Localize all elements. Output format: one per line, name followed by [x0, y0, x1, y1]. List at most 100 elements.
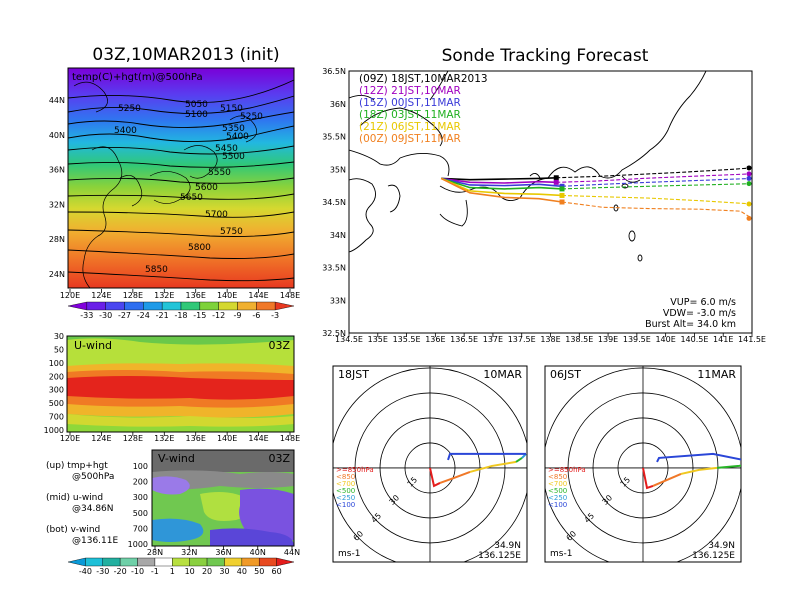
track-descent-series — [561, 183, 752, 190]
map500-x-tick-label: 120E — [60, 291, 80, 300]
track-legend-entry: (09Z) 18JST,10MAR2013 — [359, 73, 488, 85]
wind-colorbar-swatch — [154, 557, 173, 567]
contour-label: 5400 — [226, 132, 249, 142]
wind-colorbar-swatch — [259, 557, 277, 567]
temp-colorbar-swatch — [180, 301, 201, 311]
note-mid-2: @34.86N — [72, 504, 114, 514]
uwind-y-tick-label: 1000 — [44, 426, 64, 435]
panel-notes: (up) tmp+hgt @500hPa (mid) u-wind @34.86… — [46, 461, 118, 546]
landing-point — [746, 181, 752, 187]
burst-point — [553, 175, 559, 181]
track-x-tick-label: 140E — [655, 335, 675, 344]
uwind-x-tick-label: 132E — [154, 434, 174, 443]
uwind-x-tick-label: 120E — [60, 434, 80, 443]
temp-colorbar-label: -27 — [118, 311, 131, 320]
burst-point — [559, 199, 565, 205]
hodograph-trace — [429, 467, 441, 488]
track-descent-series — [561, 194, 752, 205]
map500-frame — [67, 67, 295, 289]
map500-x-tick-label: 124E — [91, 291, 111, 300]
track-ascent-series — [440, 177, 563, 190]
hodograph-right: 06JST 11MAR15304560>=850hPa<850<700<500<2… — [544, 365, 742, 563]
sonde-tracks — [440, 165, 752, 221]
wind-colorbar-label: 50 — [254, 567, 264, 576]
vwind-x-tick-label: 40N — [250, 548, 266, 557]
contour-label: 5800 — [188, 243, 211, 253]
hodograph-trace — [656, 452, 741, 463]
temp-colorbar-label: -24 — [137, 311, 150, 320]
track-map-panel: 134.5E 135E 135.5E 136E 136.5E 137E 137.5E 138E… — [322, 67, 766, 344]
hodograph-trace — [469, 460, 517, 473]
temp-colorbar-label: -12 — [212, 311, 225, 320]
uwind-y-tick-label: 300 — [49, 386, 64, 395]
wind-colorbar-label: 30 — [219, 567, 229, 576]
track-ascent-series — [440, 177, 563, 197]
japan-coastline — [349, 71, 707, 262]
map500-x-tick-label: 140E — [217, 291, 237, 300]
contour-label: 5350 — [222, 124, 245, 134]
v-wind-panel: V-wind 03Z 100 200 300 500 700 1000 28N 32N 36N… — [128, 449, 300, 557]
wind-colorbar-swatch — [119, 557, 138, 567]
vwind-x-tick-label: 32N — [181, 548, 197, 557]
hodograph-trace — [447, 452, 526, 461]
temp-colorbar-swatch — [199, 301, 219, 311]
hodograph-trace — [716, 464, 741, 469]
contour-label: 5650 — [180, 193, 203, 203]
burst-point — [559, 183, 565, 189]
track-descent-series — [561, 201, 752, 219]
track-y-tick-label: 35N — [330, 165, 346, 174]
wind-colorbar-swatch — [172, 557, 190, 567]
track-descent-series — [556, 167, 752, 179]
track-y-tick-label: 33N — [330, 296, 346, 305]
wind-colorbar-swatch — [224, 557, 243, 567]
hodograph-level-label: <250 — [548, 494, 567, 502]
contour-label: 5600 — [195, 183, 218, 193]
contour-label: 5100 — [185, 110, 208, 120]
wind-colorbar-swatch — [137, 557, 156, 567]
burst-alt-note: Burst Alt= 34.0 km — [645, 319, 736, 330]
contour-label: 5050 — [185, 100, 208, 110]
map500-x-tick-label: 128E — [123, 291, 143, 300]
hodograph-unit: ms-1 — [338, 549, 360, 559]
uwind-y-tick-label: 30 — [54, 332, 64, 341]
uwind-x-tick-label: 128E — [123, 434, 143, 443]
track-y-tick-label: 36.5N — [322, 67, 346, 76]
vwind-y-tick-label: 200 — [133, 478, 148, 487]
wind-colorbar-label: 20 — [202, 567, 212, 576]
uwind-x-tick-label: 140E — [217, 434, 237, 443]
hodograph-level-label: >=850hPa — [336, 466, 374, 474]
uwind-y-tick-label: 200 — [49, 372, 64, 381]
u-wind-time: 03Z — [268, 339, 290, 352]
track-legend-entry: (12Z) 21JST,10MAR — [359, 85, 461, 97]
hodograph-level-label: <500 — [336, 487, 355, 495]
contour-label: 5750 — [220, 227, 243, 237]
launch-parameters: VUP= 6.0 m/s VDW= -3.0 m/s Burst Alt= 34… — [645, 297, 736, 330]
track-x-tick-label: 137.5E — [508, 335, 536, 344]
track-x-tick-label: 139E — [598, 335, 618, 344]
vwind-x-tick-label: 36N — [215, 548, 231, 557]
uwind-x-tick-label: 136E — [186, 434, 206, 443]
map500-y-tick-label: 24N — [49, 270, 65, 279]
hodograph-corner-right: 10MAR — [483, 368, 522, 381]
track-x-tick-label: 134.5E — [335, 335, 363, 344]
height-contours — [68, 79, 294, 282]
contour-label: 5550 — [208, 168, 231, 178]
temp-colorbar-swatch — [218, 301, 238, 311]
map500-y-tick-label: 44N — [49, 96, 65, 105]
wind-colorbar-label: -40 — [79, 567, 92, 576]
u-wind-title: U-wind — [74, 339, 112, 352]
right-title: Sonde Tracking Forecast — [442, 46, 649, 66]
left-title: 03Z,10MAR2013 (init) — [92, 45, 279, 65]
hodograph-location: 136.125E — [692, 551, 735, 561]
temp-colorbar-swatch — [256, 301, 276, 311]
wind-colorbar-swatch — [241, 557, 260, 567]
wind-colorbar-swatch — [102, 557, 121, 567]
track-x-tick-label: 135E — [368, 335, 388, 344]
vwind-x-tick-label: 28N — [147, 548, 163, 557]
v-wind-title: V-wind — [158, 452, 195, 465]
track-x-tick-label: 141.5E — [738, 335, 766, 344]
landing-point — [746, 215, 752, 221]
hodograph-level-label: <850 — [336, 473, 355, 481]
hodograph-location: 34.9N — [708, 541, 735, 551]
